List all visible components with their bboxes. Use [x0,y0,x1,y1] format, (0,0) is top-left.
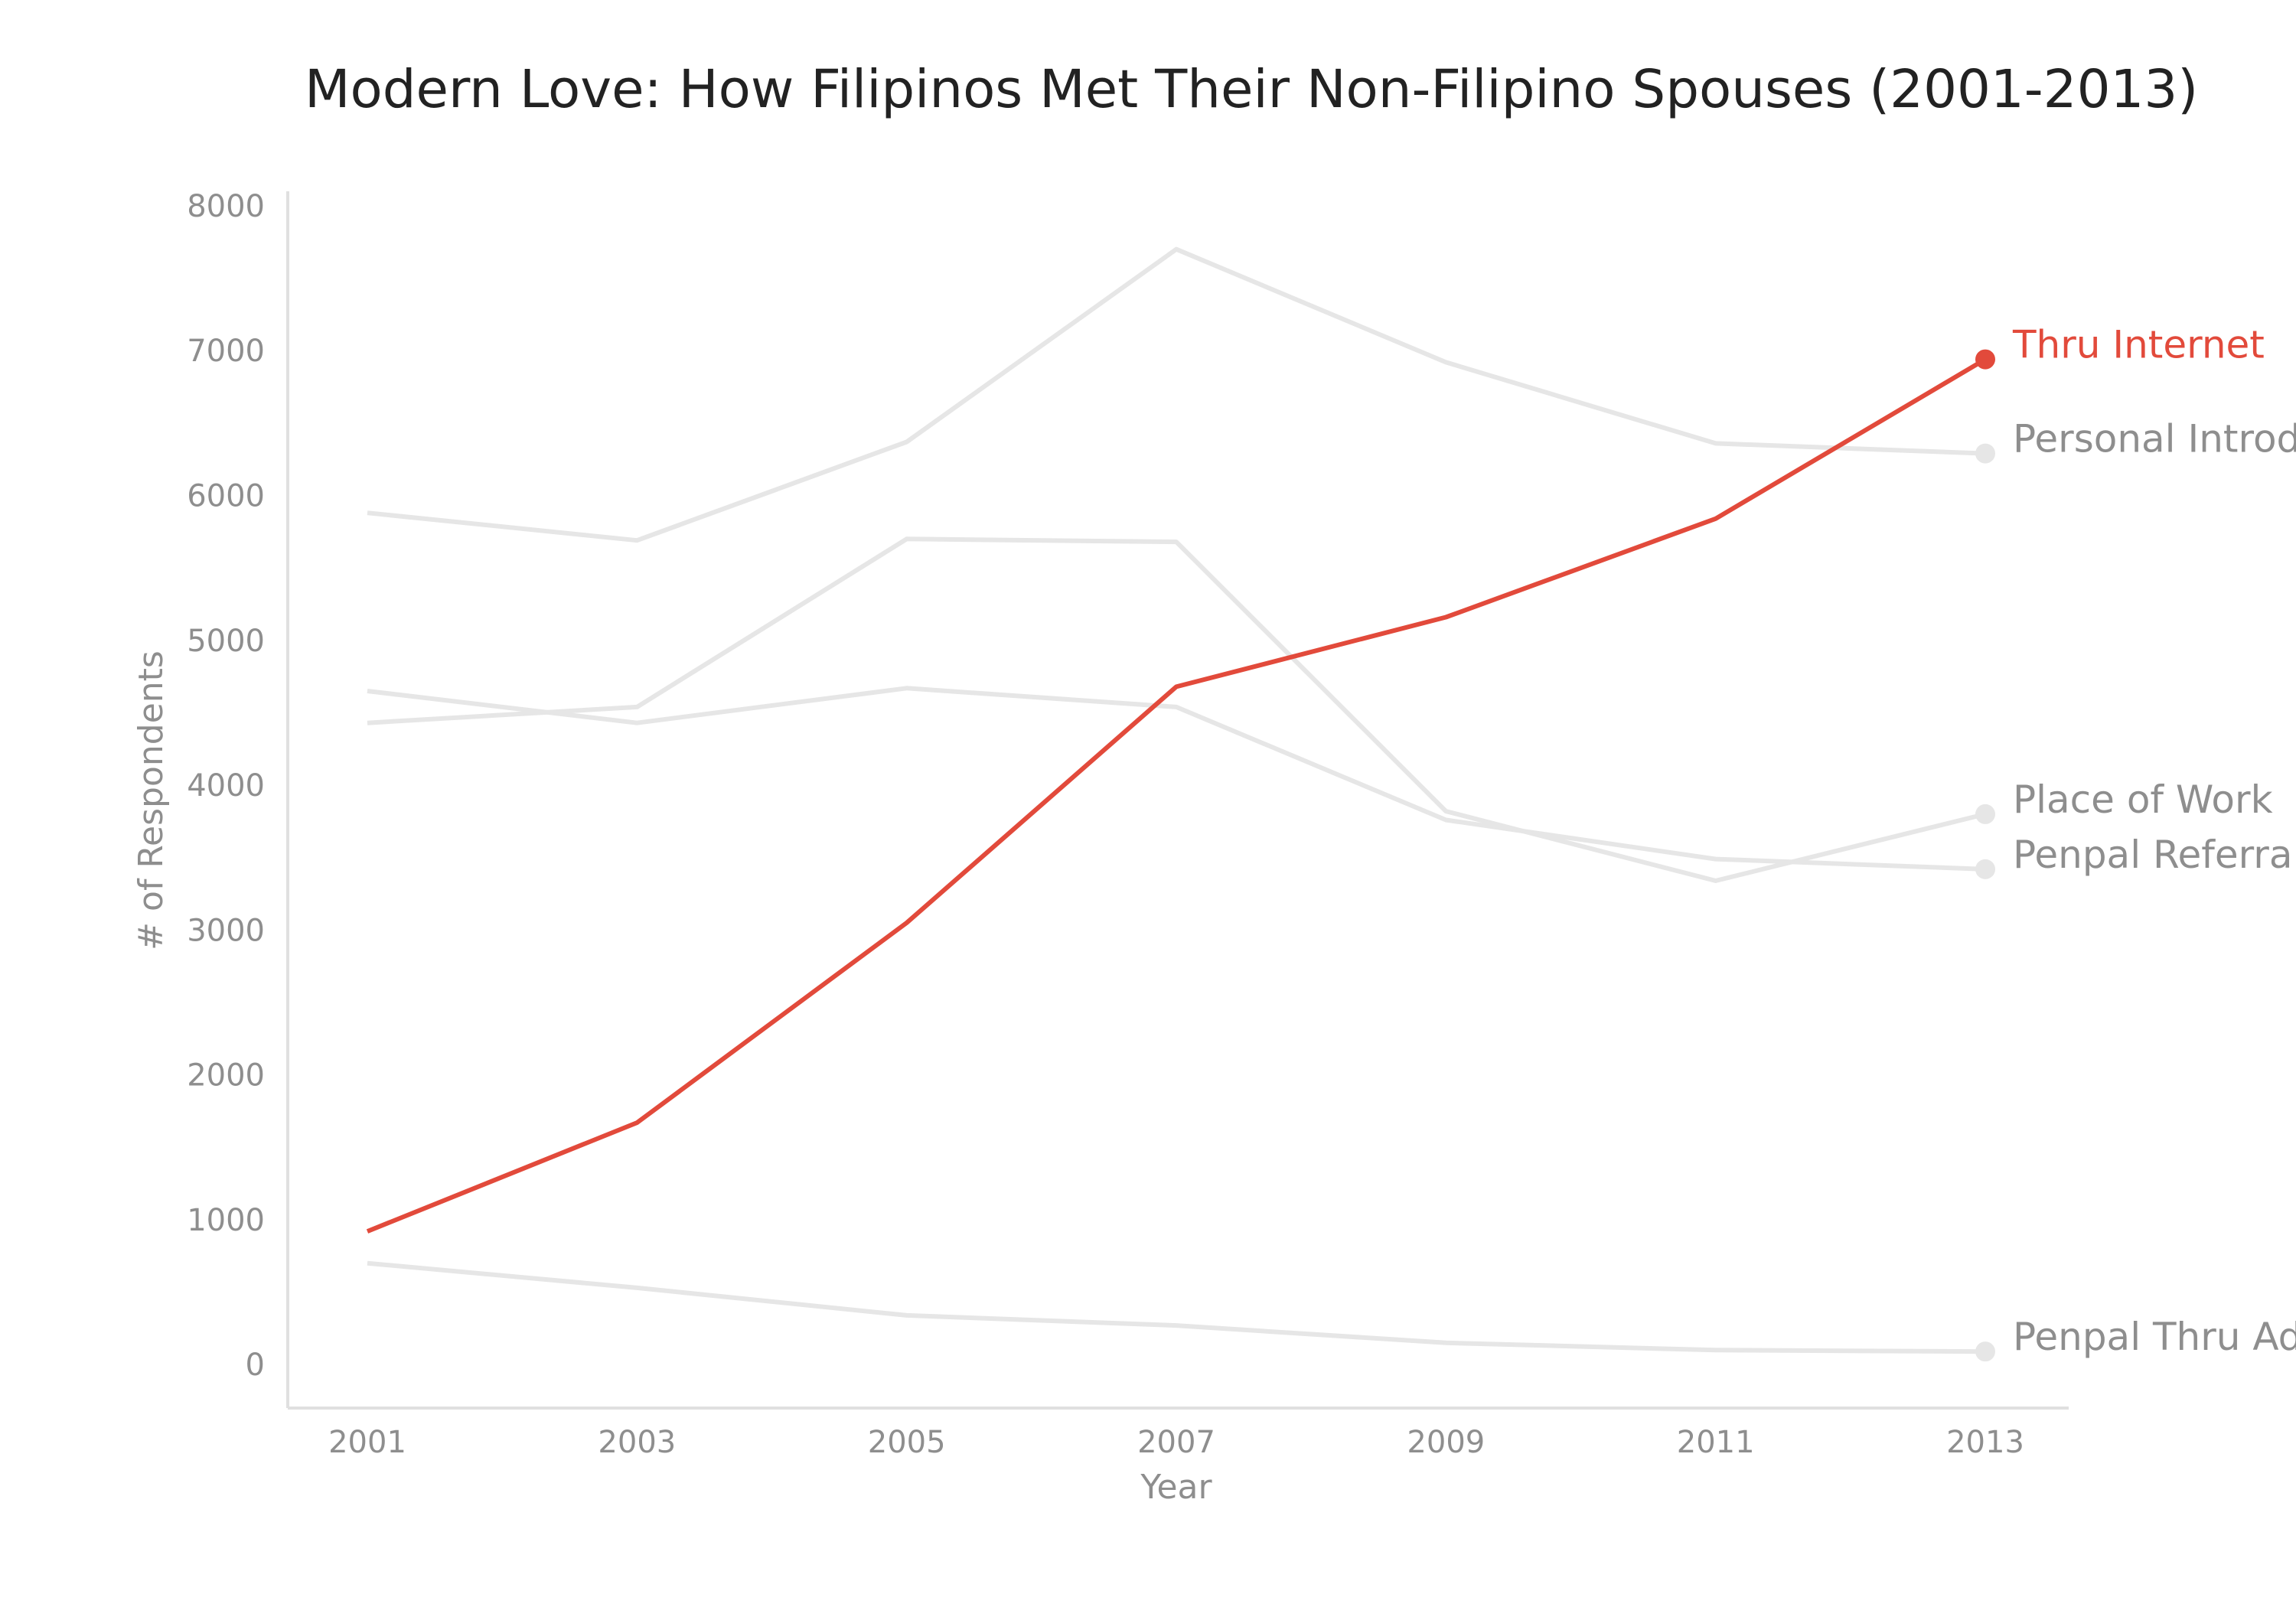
chart-title: Modern Love: How Filipinos Met Their Non… [305,59,2198,120]
series-label-penpal-referral: Penpal Referral [2013,833,2296,877]
y-tick-label: 3000 [187,913,265,948]
x-tick-labels: 2001 2003 2005 2007 2009 2011 2013 [328,1425,2024,1460]
series-label-thru-internet: Thru Internet [2012,323,2265,367]
series-line-personal-introduction [367,246,1986,543]
y-tick-labels: 0 1000 2000 3000 4000 5000 6000 7000 8000 [187,189,265,1383]
x-tick-label: 2011 [1677,1425,1755,1460]
series-label-penpal-thru-ads: Penpal Thru Ads [2013,1315,2296,1359]
y-axis-title: # of Respondents [132,650,171,950]
x-axis-title: Year [1140,1468,1212,1507]
x-tick-label: 2003 [598,1425,676,1460]
y-tick-label: 1000 [187,1203,265,1238]
series-end-marker-penpal-thru-ads [1975,1341,1995,1362]
series-end-marker-penpal-referral [1975,859,1995,879]
y-tick-label: 0 [246,1348,265,1383]
series-end-marker-place-of-work [1975,804,1995,824]
series-line-thru-internet [366,357,1987,1234]
y-tick-label: 7000 [187,334,265,369]
series-label-group: Personal Introduction Place of Work Penpal… [2012,323,2296,1360]
y-tick-label: 2000 [187,1058,265,1094]
series-end-marker-personal-introduction [1975,443,1995,464]
series-label-place-of-work: Place of Work [2013,777,2273,822]
highlight-series-group [366,349,1995,1234]
series-line-place-of-work [367,536,1986,883]
x-tick-label: 2007 [1137,1425,1215,1460]
y-tick-label: 6000 [187,479,265,514]
x-tick-label: 2009 [1407,1425,1485,1460]
series-line-penpal-referral [367,686,1986,872]
chart-axes [286,191,2069,1410]
y-tick-label: 5000 [187,624,265,659]
x-tick-label: 2013 [1946,1425,2024,1460]
muted-series-group [367,246,1995,1362]
y-tick-label: 8000 [187,189,265,224]
x-tick-label: 2005 [868,1425,946,1460]
y-tick-label: 4000 [187,768,265,804]
series-label-personal-introduction: Personal Introduction [2013,417,2296,461]
series-line-penpal-thru-ads [367,1260,1986,1354]
x-tick-label: 2001 [328,1425,406,1460]
series-end-marker-thru-internet [1975,349,1995,370]
